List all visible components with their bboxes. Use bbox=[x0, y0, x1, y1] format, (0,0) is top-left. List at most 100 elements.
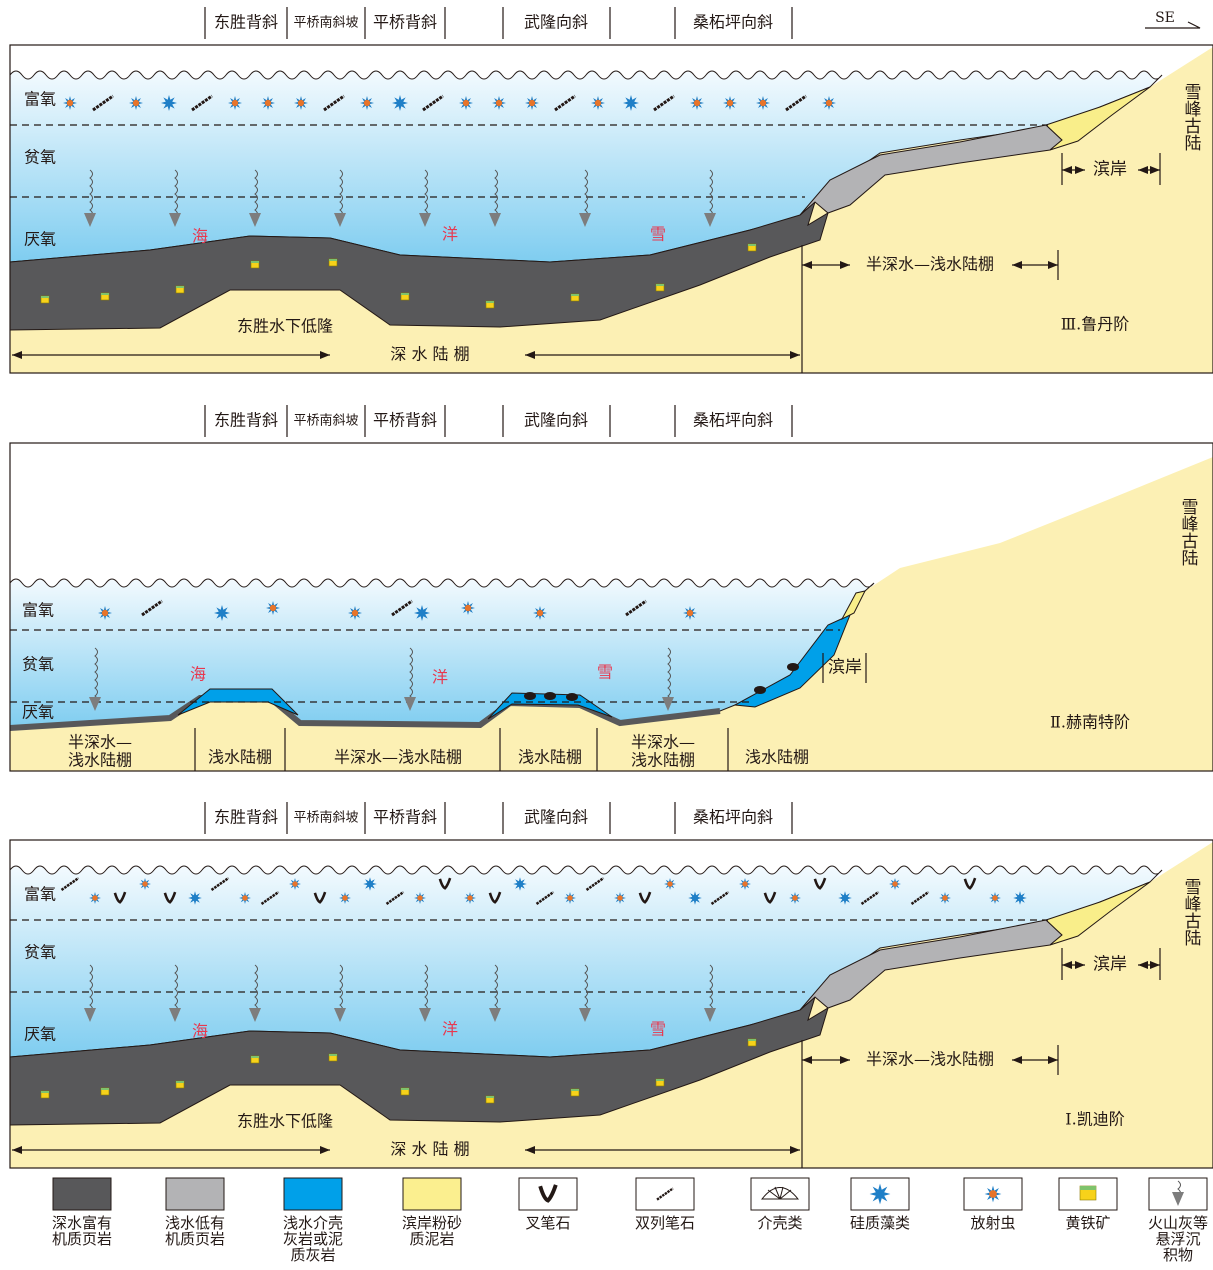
radiolaria-core bbox=[792, 895, 798, 901]
pyrite-face bbox=[329, 259, 337, 261]
pyrite-face bbox=[656, 1079, 664, 1081]
legend-label: 黄铁矿 bbox=[1065, 1214, 1110, 1232]
fork-graptolite-icon bbox=[313, 891, 327, 904]
radiolaria-core bbox=[231, 99, 239, 107]
diatom-icon bbox=[513, 877, 527, 891]
legend-label: 介壳类 bbox=[757, 1214, 802, 1232]
radiolaria-core bbox=[686, 609, 694, 617]
arrowhead bbox=[802, 1056, 850, 1064]
radiolaria-core bbox=[617, 895, 623, 901]
legend-swatch bbox=[283, 1177, 343, 1211]
legend-label: 硅质藻类 bbox=[850, 1214, 910, 1232]
stage-label: Ⅰ.凯迪阶 bbox=[1065, 1110, 1124, 1129]
radiolaria-core bbox=[417, 895, 423, 901]
ash-arrowhead bbox=[579, 213, 591, 227]
radiolaria-core bbox=[292, 881, 298, 887]
fork-graptolite-icon bbox=[438, 877, 452, 890]
shell-nodule bbox=[524, 692, 536, 700]
radiolaria-core bbox=[825, 99, 833, 107]
arrowhead bbox=[1138, 961, 1160, 969]
fork-graptolite-icon bbox=[113, 891, 127, 904]
structure-label: 武隆向斜 bbox=[524, 13, 588, 32]
ash-trail bbox=[174, 169, 178, 219]
ash-arrowhead bbox=[419, 213, 431, 227]
sea-snow-label: 海 bbox=[192, 1022, 208, 1041]
pyrite-face bbox=[176, 286, 184, 288]
pyrite-face bbox=[748, 1039, 756, 1041]
direction-arrow bbox=[1145, 21, 1201, 29]
deep-shelf-label: 深 水 陆 棚 bbox=[390, 1140, 469, 1159]
diatom-icon bbox=[392, 95, 408, 111]
ash-arrowhead bbox=[84, 213, 96, 227]
sea-snow-label: 雪 bbox=[650, 225, 666, 244]
pyrite-face bbox=[101, 293, 109, 295]
deep-shelf-label: 深 水 陆 棚 bbox=[390, 345, 469, 364]
ash-trail bbox=[424, 169, 428, 219]
water bbox=[9, 865, 1163, 1058]
shelf-label: 半深水— bbox=[68, 733, 132, 752]
legend-swatch bbox=[165, 1177, 225, 1211]
legend-label: 火山灰等 bbox=[1148, 1214, 1208, 1232]
sea-snow-label: 洋 bbox=[442, 1020, 458, 1039]
ash-trail bbox=[89, 169, 93, 219]
structure-label: 武隆向斜 bbox=[524, 411, 588, 430]
fork-graptolite-icon bbox=[813, 877, 827, 890]
shore-label: 滨岸 bbox=[1093, 955, 1127, 975]
structure-label: 平桥背斜 bbox=[373, 808, 437, 827]
legend-swatch bbox=[518, 1177, 578, 1211]
radiolaria-core bbox=[363, 99, 371, 107]
shell-nodule bbox=[754, 686, 766, 694]
radiolaria-core bbox=[567, 895, 573, 901]
structure-label: 桑柘坪向斜 bbox=[693, 808, 773, 827]
ash-trail bbox=[339, 964, 343, 1014]
pyrite-face bbox=[329, 1054, 337, 1056]
shell-nodule bbox=[787, 663, 799, 671]
land-label: 雪峰古陆 bbox=[1181, 878, 1202, 946]
graptolite-icon bbox=[625, 599, 647, 617]
ash-trail bbox=[94, 647, 98, 705]
panel-border bbox=[9, 839, 1213, 1169]
zone-label: 厌氧 bbox=[22, 703, 54, 722]
radiolaria-core bbox=[462, 99, 470, 107]
stage-label: Ⅱ.赫南特阶 bbox=[1050, 713, 1130, 732]
fork-graptolite-icon bbox=[163, 891, 177, 904]
pyrite-face bbox=[571, 294, 579, 296]
graptolite-icon bbox=[785, 94, 807, 112]
blue-mound bbox=[487, 692, 613, 720]
radiolaria-core bbox=[242, 895, 248, 901]
pyrite-face bbox=[571, 1089, 579, 1091]
legend-label: 叉笔石 bbox=[525, 1214, 570, 1232]
graptolite-icon bbox=[860, 891, 880, 905]
structure-label: 东胜背斜 bbox=[214, 13, 278, 32]
pyrite-face bbox=[748, 244, 756, 246]
structure-label: 平桥南斜坡 bbox=[293, 15, 358, 31]
sea-snow-label: 洋 bbox=[432, 668, 448, 687]
ash-trail bbox=[174, 964, 178, 1014]
land bbox=[10, 47, 1213, 373]
structure-label: 平桥背斜 bbox=[373, 411, 437, 430]
ash-arrowhead bbox=[84, 1008, 96, 1022]
legend-label: 机质页岩 bbox=[165, 1230, 225, 1248]
radiolaria-core bbox=[892, 881, 898, 887]
graptolite-icon bbox=[323, 94, 345, 112]
legend-label: 深水富有 bbox=[52, 1214, 112, 1232]
legend-swatch bbox=[52, 1177, 112, 1211]
arrowhead bbox=[1138, 166, 1160, 174]
sea-snow-label: 洋 bbox=[442, 225, 458, 244]
shore-label: 滨岸 bbox=[828, 658, 862, 678]
ash-trail bbox=[339, 169, 343, 219]
diatom-icon bbox=[688, 891, 702, 905]
beach bbox=[1045, 881, 1151, 946]
radiolaria-core bbox=[297, 99, 305, 107]
graptolite-icon bbox=[710, 891, 730, 905]
ash-arrowhead bbox=[489, 213, 501, 227]
pyrite-face bbox=[176, 1081, 184, 1083]
structure-label: 武隆向斜 bbox=[524, 808, 588, 827]
radiolaria-core bbox=[742, 881, 748, 887]
arrowhead bbox=[802, 261, 850, 269]
legend-label: 质灰岩 bbox=[290, 1246, 335, 1264]
graptolite-icon bbox=[585, 877, 605, 891]
legend-label: 悬浮沉 bbox=[1155, 1230, 1200, 1248]
arrowhead bbox=[1062, 166, 1085, 174]
